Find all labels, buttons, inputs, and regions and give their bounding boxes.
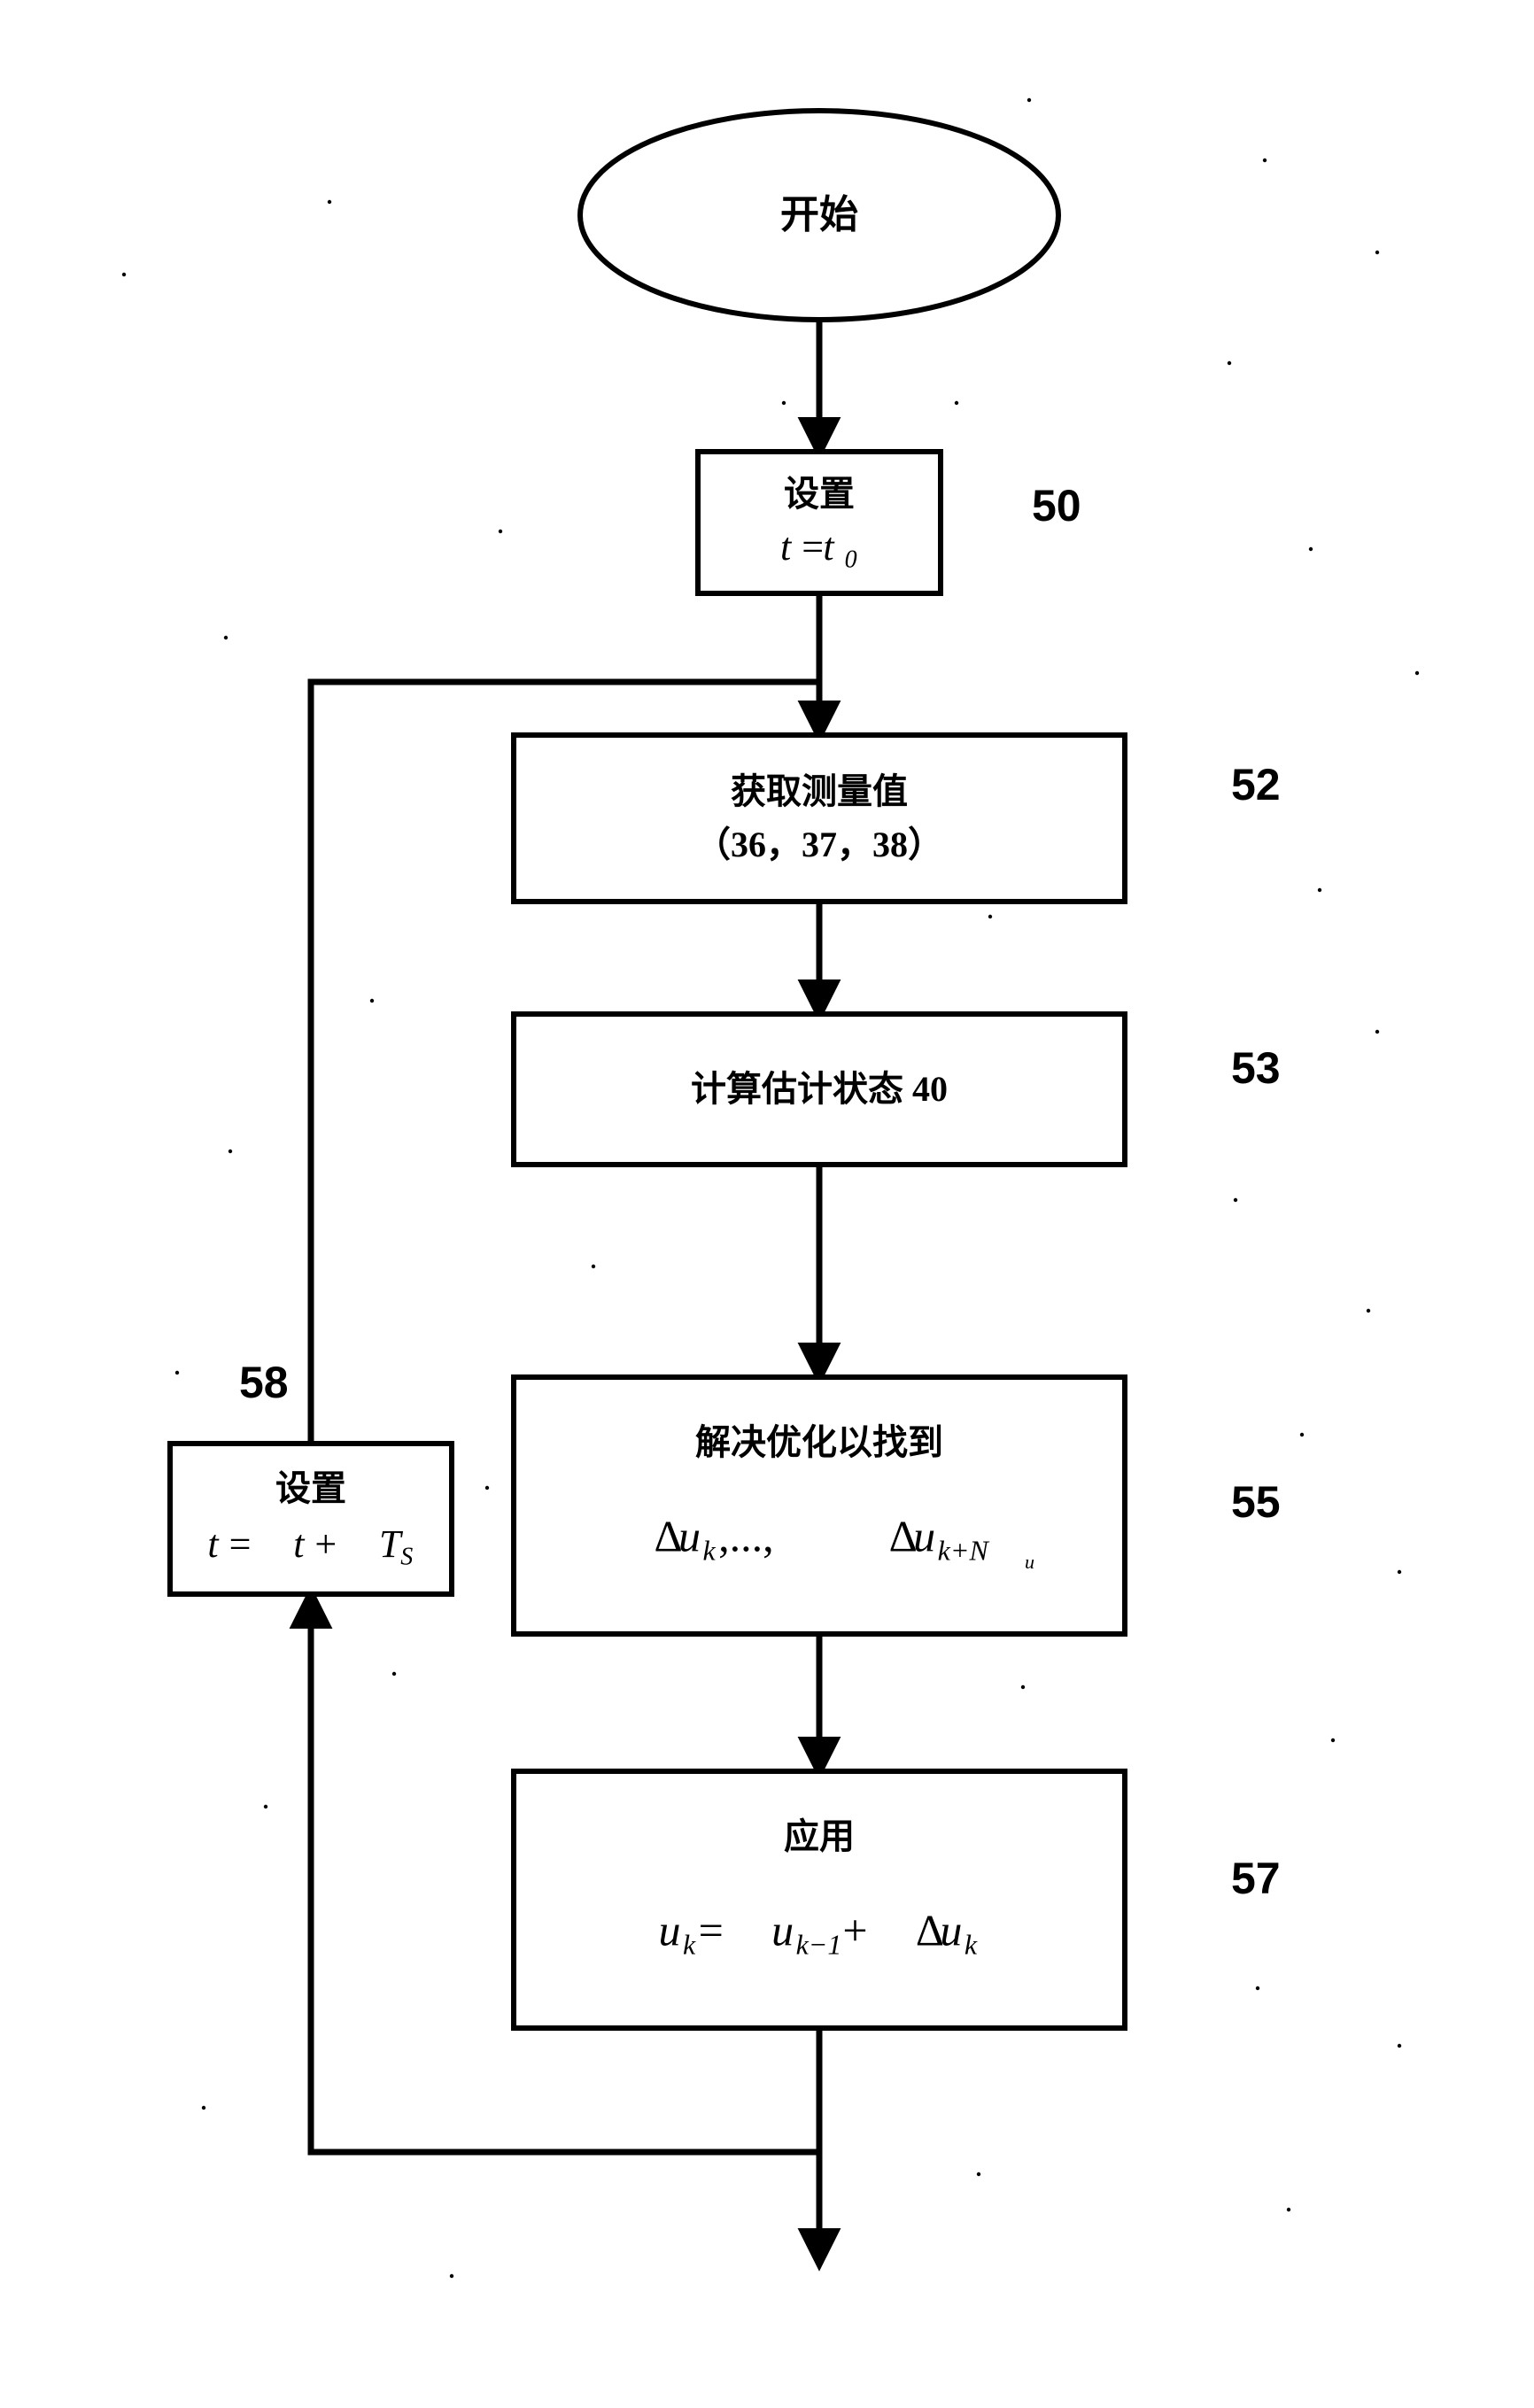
svg-text:+: + [314, 1522, 337, 1566]
flow-node-n50 [698, 452, 941, 593]
flow-node-n55 [514, 1377, 1125, 1634]
n55-line1: 解决优化以找到 [695, 1422, 943, 1462]
svg-text:=: = [802, 525, 824, 569]
svg-text:u: u [940, 1905, 962, 1955]
n53-line1: 计算估计状态 40 [691, 1069, 948, 1109]
node-ref-n53: 53 [1231, 1043, 1281, 1093]
node-ref-n50: 50 [1032, 481, 1081, 530]
n57-line1: 应用 [784, 1816, 855, 1856]
svg-text:u: u [659, 1905, 681, 1955]
flow-node-n57 [514, 1771, 1125, 2028]
node-ref-n58: 58 [239, 1358, 289, 1407]
n50-line1: 设置 [784, 474, 855, 514]
flow-node-n58 [170, 1444, 452, 1594]
svg-text:u: u [913, 1511, 935, 1560]
svg-text:=: = [229, 1522, 252, 1566]
svg-text:k: k [965, 1928, 978, 1960]
svg-text:k: k [703, 1534, 717, 1566]
svg-text:t: t [823, 525, 835, 569]
svg-text:k: k [683, 1928, 696, 1960]
svg-text:u: u [771, 1905, 794, 1955]
svg-text:t: t [293, 1522, 306, 1566]
n52-line2: （36，37，38） [695, 825, 943, 864]
svg-text:+: + [842, 1905, 867, 1955]
svg-text:u: u [678, 1511, 701, 1560]
svg-text:k+N: k+N [938, 1534, 990, 1566]
flow-node-n52 [514, 735, 1125, 902]
svg-text:=: = [699, 1905, 724, 1955]
svg-text:S: S [400, 1544, 413, 1571]
n52-line1: 获取测量值 [731, 771, 908, 811]
svg-text:k−1: k−1 [796, 1928, 842, 1960]
svg-text:,...,: ,..., [718, 1511, 774, 1560]
n58-line1: 设置 [275, 1468, 346, 1508]
svg-text:t: t [207, 1522, 220, 1566]
svg-text:0: 0 [845, 546, 857, 574]
n55-subsub: u [1025, 1551, 1034, 1573]
node-ref-n55: 55 [1231, 1477, 1281, 1527]
start-label: 开始 [780, 193, 858, 236]
node-ref-n57: 57 [1231, 1854, 1281, 1903]
svg-text:t: t [780, 525, 793, 569]
node-ref-n52: 52 [1231, 760, 1281, 809]
